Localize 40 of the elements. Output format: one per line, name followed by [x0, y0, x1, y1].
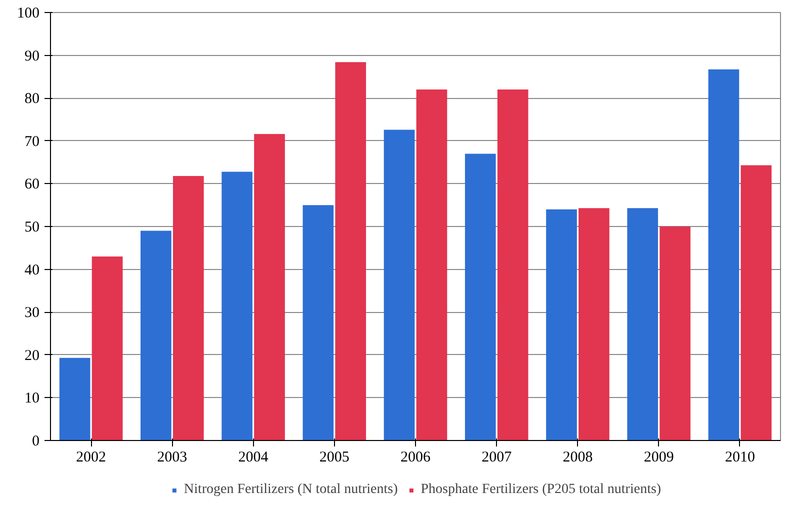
y-tick-label: 50: [24, 220, 40, 236]
bar: [92, 256, 123, 440]
bar: [740, 165, 772, 440]
y-tick-label: 0: [32, 434, 40, 450]
y-tick-label: 20: [24, 348, 40, 364]
y-tick-label: 60: [24, 176, 40, 193]
legend-label: Phosphate Fertilizers (P205 total nutrients): [420, 482, 662, 498]
bar: [140, 230, 172, 440]
y-tick-label: 70: [24, 134, 40, 150]
x-tick-label: 2002: [76, 450, 106, 466]
bar: [627, 208, 658, 440]
bar: [222, 172, 252, 440]
bar: [464, 154, 496, 440]
y-tick-label: 10: [24, 390, 40, 407]
bar: [660, 226, 690, 440]
y-tick-label: 80: [24, 91, 40, 108]
x-tick-label: 2010: [724, 450, 755, 466]
bar: [172, 176, 204, 440]
y-tick-label: 40: [24, 262, 40, 278]
bar: [416, 90, 448, 440]
y-tick-label: 90: [24, 48, 40, 64]
x-tick-label: 2006: [400, 450, 431, 466]
bar: [254, 134, 285, 440]
legend-label: Nitrogen Fertilizers (N total nutrients): [184, 482, 398, 498]
x-tick-label: 2007: [482, 450, 512, 466]
y-tick-label: 30: [24, 305, 40, 322]
bar: [708, 69, 740, 440]
bar: [335, 62, 366, 440]
bar: [578, 208, 610, 440]
bar: [497, 90, 528, 440]
x-tick-label: 2008: [562, 450, 593, 466]
x-tick-label: 2004: [238, 450, 269, 466]
bar: [59, 358, 90, 440]
bar: [302, 205, 334, 440]
x-tick-label: 2009: [644, 450, 674, 466]
x-tick-label: 2003: [157, 450, 188, 466]
bar: [384, 130, 415, 440]
bar: [546, 209, 577, 440]
y-tick-label: 100: [17, 6, 40, 22]
x-tick-label: 2005: [319, 450, 350, 466]
